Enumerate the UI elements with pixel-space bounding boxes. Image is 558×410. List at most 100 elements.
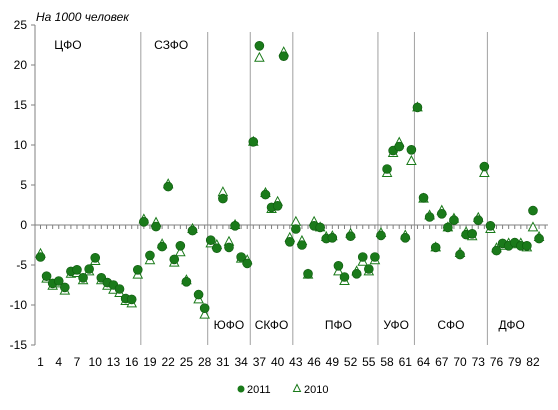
legend-marker-2010	[292, 383, 302, 392]
point-2011	[303, 268, 313, 279]
point-2011	[230, 221, 240, 231]
point-2011	[485, 221, 496, 231]
x-tick-label: 28	[198, 355, 212, 369]
point-2011	[400, 233, 411, 243]
x-tick-label: 7	[74, 355, 81, 369]
point-2011	[145, 250, 155, 261]
x-tick-label: 40	[271, 355, 285, 369]
point-2011	[522, 241, 532, 251]
point-2011	[357, 252, 368, 262]
region-label: ЮФО	[214, 318, 245, 332]
point-2011	[254, 40, 265, 51]
x-tick-label: 52	[344, 355, 358, 369]
point-2011	[491, 245, 502, 256]
point-2011	[218, 193, 228, 204]
y-tick-label: 0	[20, 218, 27, 232]
x-tick-label: 10	[89, 355, 103, 369]
axes	[31, 24, 548, 346]
x-tick-label: 37	[253, 355, 267, 369]
point-2011	[351, 268, 362, 279]
point-2011	[297, 240, 307, 250]
point-2010	[406, 154, 417, 165]
point-2011	[84, 264, 94, 274]
point-2011	[41, 271, 52, 282]
x-tick-label: 61	[399, 355, 413, 369]
x-tick-label: 58	[380, 355, 394, 369]
series-2011	[35, 40, 544, 314]
point-2011	[132, 264, 143, 275]
point-2011	[78, 272, 88, 283]
x-tick-label: 22	[162, 355, 176, 369]
x-tick-label: 76	[490, 355, 504, 369]
point-2011	[376, 230, 386, 241]
point-2011	[406, 145, 417, 155]
x-tick-label: 49	[326, 355, 340, 369]
legend-label-2010: 2010	[304, 384, 328, 396]
region-labels: ЦФО СЗФО ЮФО СКФО ПФО УФО СФО ДФО	[54, 38, 525, 332]
point-2011	[90, 252, 101, 263]
point-2011	[224, 242, 234, 253]
x-tick-label: 19	[143, 355, 157, 369]
y-tick-labels: -15 -10 -5 0 5 10 15 20 25	[10, 18, 28, 352]
y-tick-label: -15	[10, 338, 28, 352]
legend-label-2011: 2011	[247, 384, 271, 396]
point-2011	[199, 303, 210, 314]
point-2011	[528, 205, 538, 216]
x-tick-label: 43	[289, 355, 303, 369]
region-label: УФО	[383, 318, 409, 332]
point-2011	[114, 284, 125, 294]
point-2011	[139, 217, 149, 227]
point-2011	[291, 224, 301, 234]
point-2010	[175, 246, 186, 257]
x-tick-label: 34	[234, 355, 248, 369]
point-2011	[424, 212, 435, 222]
point-2011	[169, 254, 180, 265]
point-2011	[467, 229, 477, 239]
region-label: ДФО	[499, 318, 525, 332]
point-2010	[527, 221, 539, 232]
point-2011	[534, 233, 544, 244]
point-2010	[333, 265, 344, 276]
point-2011	[479, 161, 490, 172]
point-2011	[418, 193, 429, 203]
x-tick-label: 70	[453, 355, 467, 369]
point-2011	[163, 181, 173, 192]
x-tick-label: 73	[472, 355, 486, 369]
point-2011	[473, 215, 484, 225]
point-2011	[53, 276, 64, 286]
y-axis-label: На 1000 человек	[36, 10, 130, 24]
point-2011	[327, 233, 338, 243]
legend: 2011 2010	[237, 383, 328, 396]
region-label: ЦФО	[54, 38, 81, 52]
y-tick-label: 20	[14, 58, 28, 72]
point-2011	[260, 189, 271, 200]
region-label: СКФО	[255, 318, 289, 332]
point-2011	[339, 272, 350, 282]
y-tick-label: 25	[14, 18, 28, 32]
point-2010	[199, 308, 210, 319]
x-tick-label: 31	[216, 355, 230, 369]
region-label: ПФО	[325, 318, 352, 332]
x-tick-label: 25	[180, 355, 194, 369]
x-tick-label: 79	[508, 355, 522, 369]
point-2011	[436, 209, 447, 219]
y-tick-label: 5	[20, 178, 27, 192]
x-tick-label: 55	[362, 355, 376, 369]
x-tick-label: 16	[125, 355, 139, 369]
point-2010	[479, 166, 490, 177]
x-tick-labels: 1 4 7 10 13 16 19 22 25 28 31 34 37 40 43 46 49 52 55 58 61 6…	[37, 355, 540, 369]
point-2011	[412, 102, 423, 113]
x-tick-label: 13	[107, 355, 121, 369]
point-2011	[205, 235, 216, 245]
point-2011	[345, 231, 356, 241]
point-2011	[187, 225, 198, 236]
point-2011	[430, 242, 441, 253]
point-2011	[315, 222, 325, 233]
point-2011	[60, 282, 70, 293]
point-2011	[248, 137, 259, 147]
point-2010	[254, 51, 265, 62]
point-2011	[455, 249, 465, 260]
region-label: СФО	[437, 318, 464, 332]
point-2011	[364, 264, 374, 274]
